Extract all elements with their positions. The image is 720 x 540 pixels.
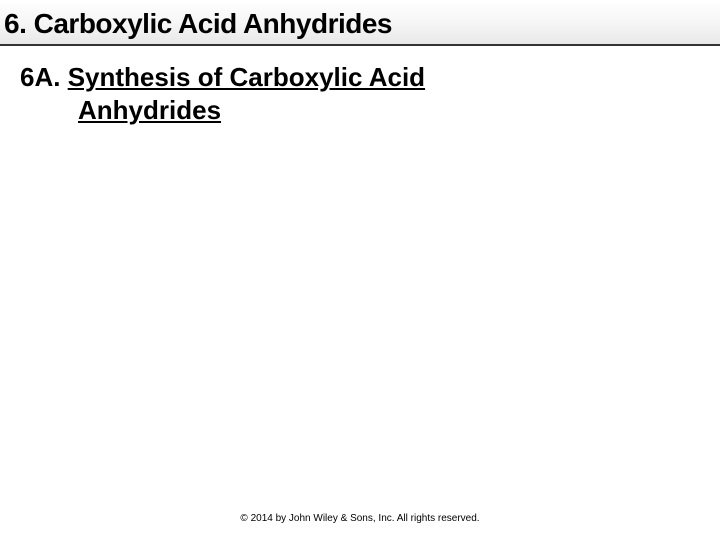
subheading-line2: Anhydrides (78, 95, 700, 126)
slide-title: 6. Carboxylic Acid Anhydrides (4, 8, 392, 40)
copyright-text: © 2014 by John Wiley & Sons, Inc. All ri… (0, 513, 720, 524)
subheading-line1: Synthesis of Carboxylic Acid (68, 62, 425, 92)
subheading-block: 6A. Synthesis of Carboxylic Acid Anhydri… (20, 62, 700, 126)
subheading-prefix: 6A. (20, 62, 68, 92)
title-bar: 6. Carboxylic Acid Anhydrides (0, 4, 720, 46)
